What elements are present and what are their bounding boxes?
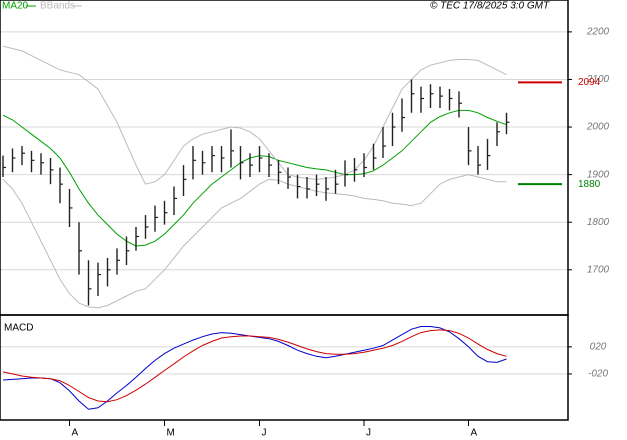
macd-title: MACD bbox=[4, 323, 33, 334]
y-tick-label: 1700 bbox=[587, 264, 610, 275]
y-tick-label: 2000 bbox=[586, 122, 610, 133]
y-tick-label: 2100 bbox=[586, 74, 610, 85]
legend-label: BBands bbox=[40, 1, 75, 12]
level-label: 1880 bbox=[578, 179, 601, 190]
series-line bbox=[2, 329, 507, 403]
series-line bbox=[2, 45, 507, 185]
y-tick-label: 020 bbox=[590, 341, 607, 352]
x-tick-label: A bbox=[471, 428, 478, 439]
band-lower bbox=[2, 174, 507, 309]
level-label: 2094 bbox=[578, 77, 601, 88]
y-tick-label: -020 bbox=[588, 369, 608, 380]
y-tick-label: 1900 bbox=[587, 169, 610, 180]
copyright: © TEC 17/8/2025 3:0 GMT bbox=[430, 1, 550, 12]
x-tick-label: J bbox=[262, 428, 267, 439]
series-line bbox=[2, 109, 507, 247]
x-tick-label: M bbox=[167, 428, 175, 439]
x-tick-label: A bbox=[72, 428, 79, 439]
y-tick-label: 2200 bbox=[586, 27, 610, 38]
x-tick-label: J bbox=[366, 428, 371, 439]
panel-frame bbox=[0, 314, 569, 421]
legend-label: MA20 bbox=[2, 1, 29, 12]
y-tick-label: 1800 bbox=[587, 217, 610, 228]
